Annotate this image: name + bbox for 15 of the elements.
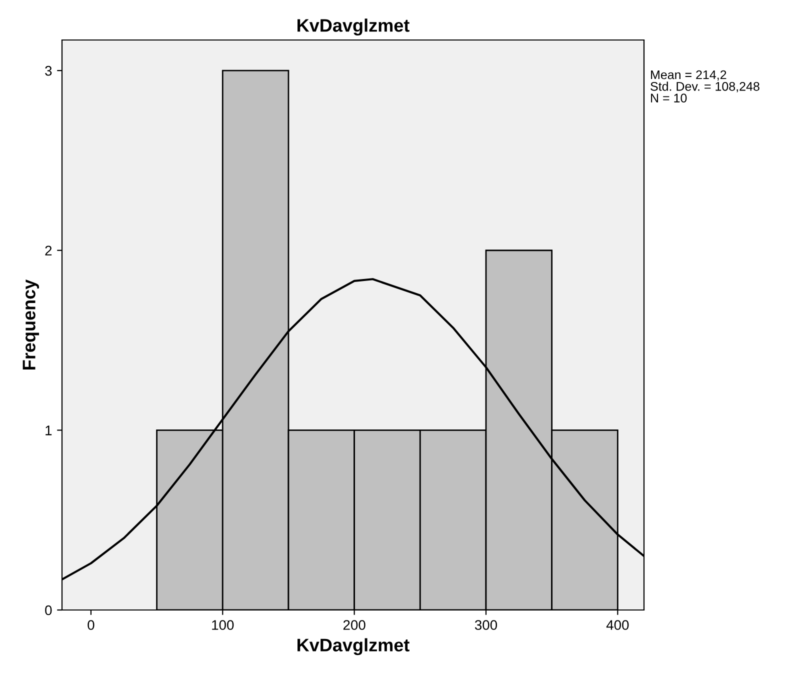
y-tick-label: 3 <box>45 66 52 76</box>
y-axis-title: Frequency <box>22 279 39 370</box>
text: N = 10 <box>651 94 687 102</box>
x-axis-title: KvDavglzmet <box>298 638 410 656</box>
text: Std. Dev. = 108,248 <box>650 82 760 92</box>
x-tick-label: 200 <box>343 620 366 630</box>
y-tick-label: 2 <box>45 246 52 256</box>
y-tick-label: 0 <box>45 605 52 616</box>
chart-title: KvDavglzmet <box>298 18 410 36</box>
x-tick-label: 400 <box>606 620 629 630</box>
x-tick-label: 300 <box>474 620 498 630</box>
x-tick-label: 100 <box>212 620 234 630</box>
text: Mean = 214,2 <box>651 70 726 81</box>
x-tick-label: 0 <box>88 620 94 630</box>
y-tick-label: 1 <box>46 426 52 436</box>
